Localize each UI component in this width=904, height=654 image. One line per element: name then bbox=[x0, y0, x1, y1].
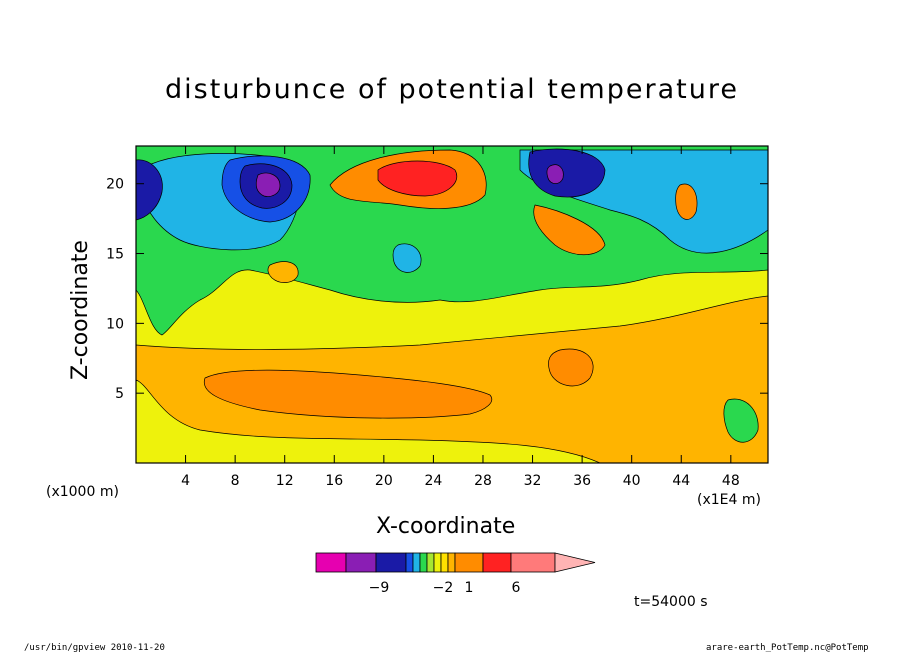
contour-green-bottom bbox=[136, 379, 601, 463]
x-tick-label: 28 bbox=[474, 473, 492, 489]
colorbar-tick-label: −2 bbox=[433, 580, 454, 596]
x-tick-label: 48 bbox=[722, 473, 740, 489]
y-tick-label: 15 bbox=[106, 247, 124, 263]
colorbar-tick-label: 6 bbox=[512, 580, 521, 596]
contour-orange-low bbox=[136, 295, 768, 463]
contour-green-right bbox=[723, 398, 759, 443]
contour-cyan-mid bbox=[392, 243, 422, 273]
colorbar-arrow bbox=[554, 552, 596, 573]
colorbar-segment bbox=[345, 552, 377, 573]
contour-purple-right bbox=[546, 164, 564, 184]
x-tick-label: 20 bbox=[375, 473, 393, 489]
y-tick-label: 5 bbox=[115, 386, 124, 402]
x-axis-units-left: (x1000 m) bbox=[46, 484, 119, 500]
y-axis: 5 10 15 20 bbox=[106, 177, 768, 402]
colorbar-segment bbox=[433, 552, 442, 573]
contour-purple-left bbox=[255, 172, 281, 197]
y-tick-label: 20 bbox=[106, 177, 124, 193]
colorbar-segment bbox=[482, 552, 512, 573]
colorbar: −9 −2 1 6 bbox=[315, 552, 596, 596]
contour-fields bbox=[136, 146, 768, 463]
chart-title: disturbunce of potential temperature bbox=[165, 74, 739, 105]
colorbar-segment bbox=[454, 552, 484, 573]
colorbar-segment bbox=[419, 552, 428, 573]
contour-orange-edge bbox=[675, 183, 698, 220]
time-label: t=54000 s bbox=[634, 594, 708, 610]
contour-red-core bbox=[377, 160, 458, 197]
x-axis-units-right: (x1E4 m) bbox=[697, 492, 761, 508]
x-tick-label: 36 bbox=[573, 473, 591, 489]
x-tick-label: 4 bbox=[181, 473, 190, 489]
contour-orange-core bbox=[203, 369, 493, 419]
colorbar-segment bbox=[412, 552, 421, 573]
colorbar-segment bbox=[315, 552, 347, 573]
colorbar-segment bbox=[440, 552, 449, 573]
colorbar-segment bbox=[426, 552, 435, 573]
plot-frame bbox=[135, 145, 769, 464]
x-tick-label: 44 bbox=[672, 473, 690, 489]
y-axis-label: Z-coordinate bbox=[68, 240, 93, 380]
colorbar-tick-label: 1 bbox=[465, 580, 474, 596]
colorbar-tick-label: −9 bbox=[369, 580, 390, 596]
x-tick-label: 16 bbox=[325, 473, 343, 489]
contour-navy-right bbox=[528, 148, 606, 198]
colorbar-segment bbox=[510, 552, 556, 573]
footer-left: /usr/bin/gpview 2010-11-20 bbox=[24, 643, 165, 653]
y-tick-label: 10 bbox=[106, 316, 124, 332]
x-axis-label: X-coordinate bbox=[376, 514, 516, 539]
x-axis: 4 8 12 16 20 24 28 32 36 40 44 48 bbox=[181, 146, 740, 489]
colorbar-segment bbox=[405, 552, 414, 573]
x-tick-label: 8 bbox=[231, 473, 240, 489]
contour-orange-small bbox=[267, 261, 299, 283]
x-tick-label: 32 bbox=[524, 473, 542, 489]
x-tick-label: 12 bbox=[276, 473, 294, 489]
colorbar-segment bbox=[447, 552, 456, 573]
footer-right: arare-earth_PotTemp.nc@PotTemp bbox=[706, 643, 869, 653]
colorbar-segment bbox=[375, 552, 407, 573]
contour-blue-edge bbox=[136, 159, 163, 221]
x-tick-label: 40 bbox=[623, 473, 641, 489]
contour-orange-blob bbox=[548, 348, 594, 387]
x-tick-label: 24 bbox=[424, 473, 442, 489]
contour-orange-right bbox=[533, 204, 606, 256]
